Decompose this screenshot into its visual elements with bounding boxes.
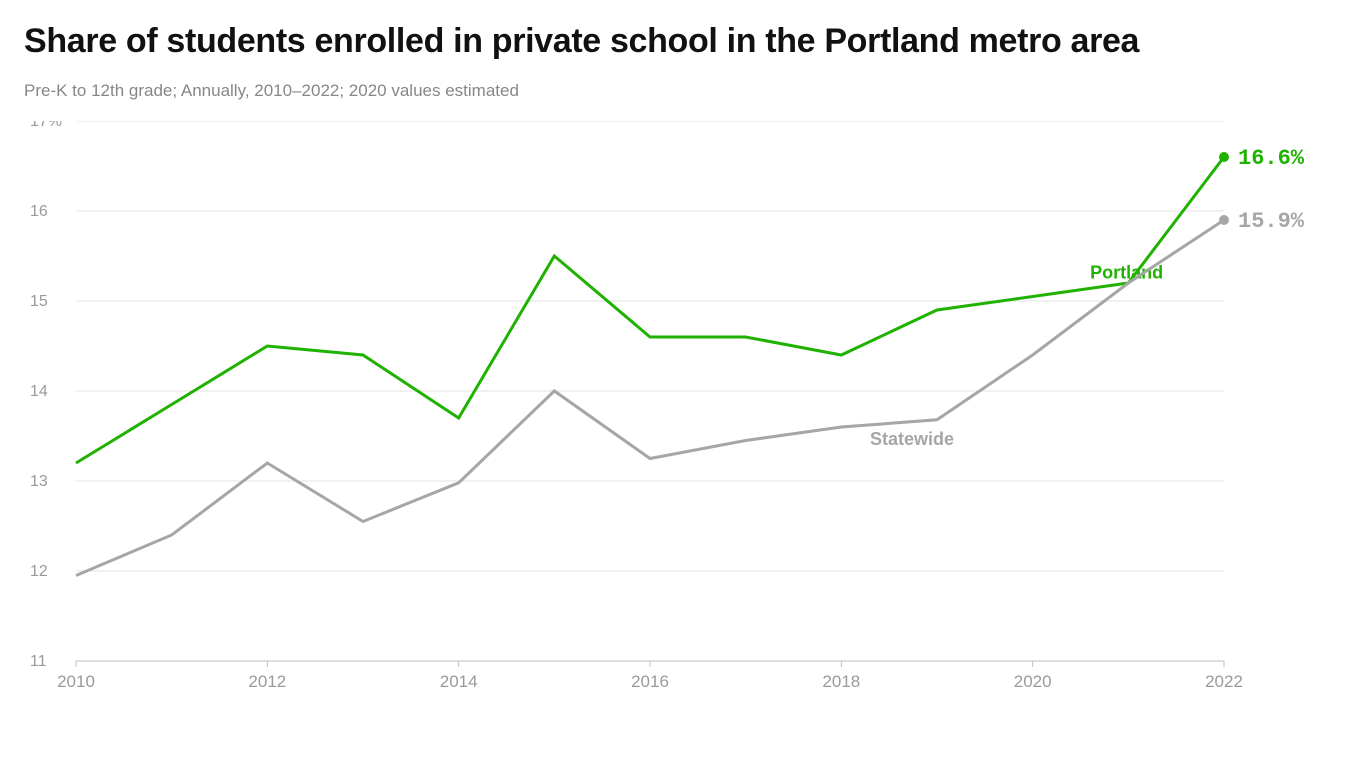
y-axis-label: 17% [30, 121, 62, 130]
x-axis-label: 2010 [57, 672, 95, 691]
x-axis-label: 2012 [248, 672, 286, 691]
end-label-statewide: 15.9% [1238, 209, 1305, 234]
series-label-portland: Portland [1090, 262, 1163, 282]
chart-subtitle: Pre-K to 12th grade; Annually, 2010–2022… [24, 81, 1342, 101]
line-chart: 11 12 13 14 15 16 17% 2010 2012 2014 2016 2018 2020 2… [24, 121, 1342, 701]
end-label-portland: 16.6% [1238, 146, 1305, 171]
y-axis-label: 14 [30, 383, 48, 400]
chart-title: Share of students enrolled in private sc… [24, 20, 1342, 63]
chart-container: 11 12 13 14 15 16 17% 2010 2012 2014 2016 2018 2020 2… [24, 121, 1342, 701]
end-dot-portland [1219, 152, 1229, 162]
series-line-portland [76, 157, 1224, 463]
end-dot-statewide [1219, 215, 1229, 225]
y-axis-label: 13 [30, 473, 48, 490]
series-line-statewide [76, 220, 1224, 576]
x-axis-label: 2020 [1014, 672, 1052, 691]
x-axis-label: 2014 [440, 672, 478, 691]
y-axis-label: 11 [30, 653, 47, 670]
y-axis-label: 12 [30, 563, 48, 580]
x-axis-label: 2022 [1205, 672, 1243, 691]
x-axis-label: 2016 [631, 672, 669, 691]
y-axis-label: 16 [30, 203, 48, 220]
x-axis-label: 2018 [822, 672, 860, 691]
series-label-statewide: Statewide [870, 429, 954, 449]
y-axis-label: 15 [30, 293, 48, 310]
